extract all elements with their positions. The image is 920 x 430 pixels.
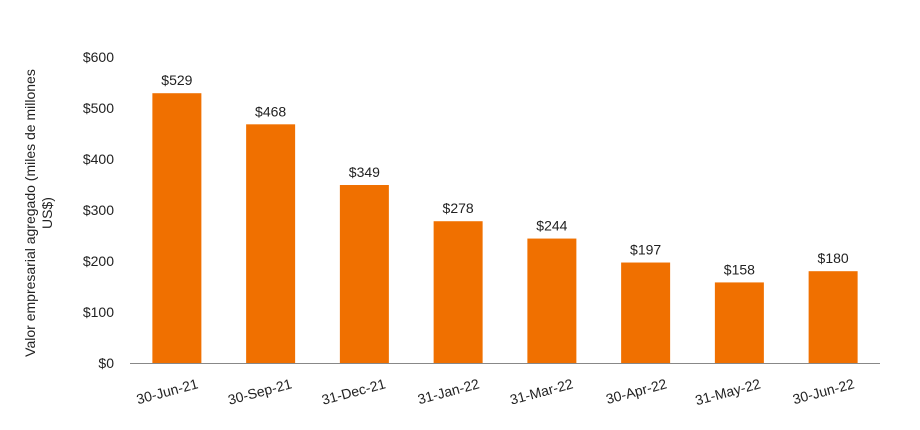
x-axis-ticks: 30-Jun-21 30-Sep-21 31-Dec-21 31-Jan-22 31-M… bbox=[135, 375, 856, 408]
bar bbox=[621, 262, 671, 363]
x-tick-label: 31-Jan-22 bbox=[416, 375, 481, 407]
y-axis-label-line-1: Valor empresarial agregado (miles de mil… bbox=[22, 69, 38, 357]
x-tick-label: 30-Jun-22 bbox=[791, 375, 856, 407]
bar bbox=[527, 238, 577, 363]
y-tick-label: $0 bbox=[98, 355, 114, 371]
y-tick-label: $400 bbox=[83, 151, 114, 167]
y-tick-label: $600 bbox=[83, 49, 114, 65]
data-label: $244 bbox=[536, 218, 567, 234]
y-tick-label: $100 bbox=[83, 304, 114, 320]
y-axis-label: Valor empresarial agregado (miles de mil… bbox=[22, 69, 55, 357]
y-tick-label: $200 bbox=[83, 253, 114, 269]
x-tick-label: 30-Apr-22 bbox=[604, 375, 668, 407]
data-labels: $529 $468 $349 $278 $244 $197 $158 $180 bbox=[161, 72, 849, 277]
data-label: $529 bbox=[161, 72, 192, 88]
bar bbox=[339, 185, 389, 363]
bar bbox=[808, 271, 858, 363]
data-label: $158 bbox=[724, 261, 755, 277]
bar bbox=[433, 221, 483, 363]
data-label: $197 bbox=[630, 242, 661, 258]
y-axis-label-line-2: US$) bbox=[39, 197, 55, 229]
x-tick-label: 31-May-22 bbox=[693, 375, 762, 408]
y-tick-label: $500 bbox=[83, 100, 114, 116]
bar bbox=[152, 93, 202, 364]
data-label: $349 bbox=[349, 164, 380, 180]
bar bbox=[246, 124, 296, 363]
y-axis-ticks: $0 $100 $200 $300 $400 $500 $600 bbox=[83, 49, 114, 371]
x-tick-label: 31-Dec-21 bbox=[320, 375, 387, 407]
data-label: $468 bbox=[255, 103, 286, 119]
data-label: $278 bbox=[443, 200, 474, 216]
bar bbox=[714, 282, 764, 363]
y-tick-label: $300 bbox=[83, 202, 114, 218]
x-tick-label: 31-Mar-22 bbox=[508, 375, 575, 407]
x-tick-label: 30-Sep-21 bbox=[226, 375, 293, 407]
data-label: $180 bbox=[818, 250, 849, 266]
x-tick-label: 30-Jun-21 bbox=[135, 375, 200, 407]
bars bbox=[152, 93, 858, 364]
